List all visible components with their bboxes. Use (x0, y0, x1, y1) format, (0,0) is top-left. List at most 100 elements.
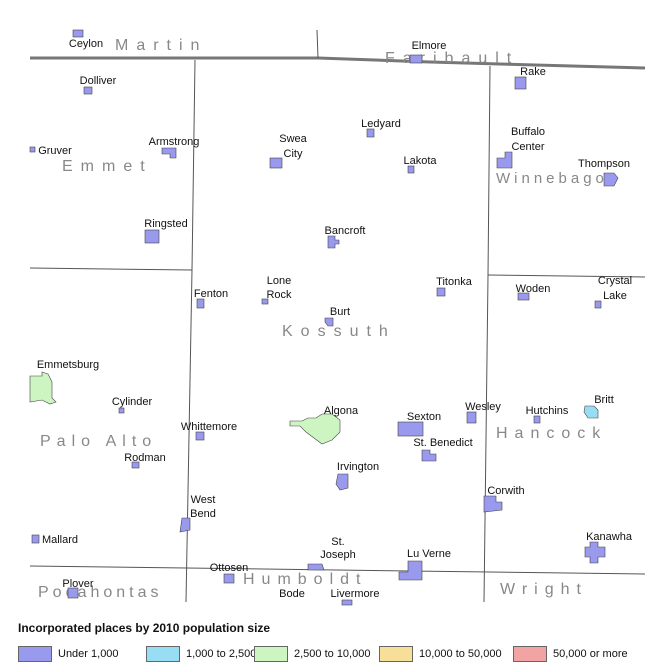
place-label: Kanawha (586, 531, 633, 543)
place-shape-thompson (603, 172, 619, 187)
place-shape-wesley (466, 411, 477, 424)
county-label-humboldt: Humboldt (243, 571, 367, 588)
place-label: Dolliver (80, 75, 117, 87)
place-shape-titonka (436, 287, 446, 297)
place-shape-cylinder (118, 407, 125, 414)
place-label: Crystal (598, 275, 632, 287)
place-shape-dolliver (83, 86, 93, 95)
place-label: Woden (516, 283, 551, 295)
place-label: Fenton (194, 288, 228, 300)
county-label-wright: Wright (500, 581, 588, 598)
place-shape-britt (583, 405, 599, 419)
county-line-kossuth-east (483, 65, 491, 603)
place-shape-west-bend (179, 517, 191, 533)
county-label-pocahontas: Pocahontas (38, 584, 163, 601)
place-labels: Ceylon Elmore Dolliver Rake Gruver Armst… (37, 38, 633, 600)
place-label: Bode (279, 588, 305, 600)
place-label: St. (331, 536, 344, 548)
place-label: Armstrong (149, 136, 200, 148)
place-shape-plover (67, 587, 79, 599)
place-shape-hutchins (533, 415, 541, 424)
legend-label: Under 1,000 (58, 648, 119, 660)
place-shape-crystal-lake (594, 300, 602, 309)
place-shape-lone-rock (261, 298, 269, 305)
place-shape-burt (324, 317, 334, 327)
place-label: Ceylon (69, 38, 103, 50)
place-label: Sexton (407, 411, 441, 423)
place-label: Corwith (487, 485, 524, 497)
place-label: Titonka (436, 276, 473, 288)
place-label: Hutchins (526, 405, 569, 417)
place-shape-lu-verne (398, 560, 423, 581)
place-label: Algona (324, 405, 359, 417)
place-shape-irvington (335, 473, 349, 491)
place-label: City (284, 148, 303, 160)
place-shape-woden (517, 292, 530, 301)
place-label: Buffalo (511, 126, 545, 138)
place-shape-kanawha (584, 541, 606, 564)
place-label: Swea (279, 133, 307, 145)
county-line-paloalto-kossuth (185, 269, 193, 603)
place-shape-emmetsburg (29, 371, 57, 405)
county-label-paloalto: Palo Alto (40, 433, 157, 450)
county-line-martin-faribault (316, 29, 319, 59)
legend-label: 1,000 to 2,500 (186, 648, 257, 660)
legend-item-1000-2500: 1,000 to 2,500 (146, 645, 256, 663)
place-shape-rake (514, 76, 527, 90)
county-line-emmet-paloalto (29, 267, 193, 271)
place-label: Mallard (42, 534, 78, 546)
place-label: Lake (603, 290, 627, 302)
place-label: Plover (62, 578, 94, 590)
county-label-faribault: Faribault (385, 50, 519, 67)
place-shape-swea-city (269, 157, 283, 169)
place-shape-algona (289, 413, 341, 445)
place-shape-armstrong (161, 147, 177, 159)
place-label: West (191, 494, 216, 506)
place-shape-mallard (31, 534, 40, 544)
place-shape-whittemore (195, 431, 205, 441)
place-shape-st-joseph (307, 563, 325, 571)
county-label-winnebago: Winnebago (496, 170, 608, 187)
county-map: Martin Faribault Emmet Winnebago Kossuth… (29, 29, 646, 606)
legend: Under 1,000 1,000 to 2,500 2,500 to 10,0… (18, 645, 668, 667)
legend-swatch (146, 646, 180, 662)
legend-swatch (513, 646, 547, 662)
place-shape-rodman (131, 461, 140, 469)
place-label: Emmetsburg (37, 359, 99, 371)
legend-label: 2,500 to 10,000 (294, 648, 371, 660)
county-label-hancock: Hancock (496, 425, 607, 442)
place-label: Rodman (124, 452, 166, 464)
place-shape-fenton (196, 298, 205, 309)
state-line (30, 56, 646, 70)
place-label: St. Benedict (413, 437, 472, 449)
place-label: Thompson (578, 158, 630, 170)
place-shape-ringsted (144, 229, 160, 244)
legend-swatch (379, 646, 413, 662)
place-label: Joseph (320, 549, 355, 561)
county-line-emmet-kossuth (191, 59, 196, 271)
place-shape-sexton (397, 421, 424, 437)
place-label: Ringsted (144, 218, 187, 230)
place-shape-elmore (409, 54, 423, 64)
place-label: Rake (520, 66, 546, 78)
place-shape-st-benedict (421, 449, 437, 462)
county-label-martin: Martin (115, 37, 207, 54)
legend-item-50000-more: 50,000 or more (513, 645, 628, 663)
place-label: Cylinder (112, 396, 153, 408)
place-shapes (29, 29, 619, 606)
place-shape-ottosen (223, 573, 235, 584)
place-label: Ottosen (210, 562, 249, 574)
place-shape-livermore (341, 599, 353, 606)
county-boundaries (29, 29, 646, 603)
place-shape-lakota (407, 165, 415, 174)
place-label: Rock (266, 289, 292, 301)
county-line-south (29, 565, 646, 575)
place-label: Lone (267, 275, 291, 287)
place-shape-gruver (29, 146, 36, 153)
county-label-emmet: Emmet (62, 158, 153, 175)
county-line-winnebago-hancock (487, 274, 646, 278)
place-label: Gruver (38, 145, 72, 157)
place-label: Wesley (465, 401, 501, 413)
place-label: Whittemore (181, 421, 237, 433)
place-label: Bancroft (325, 225, 366, 237)
